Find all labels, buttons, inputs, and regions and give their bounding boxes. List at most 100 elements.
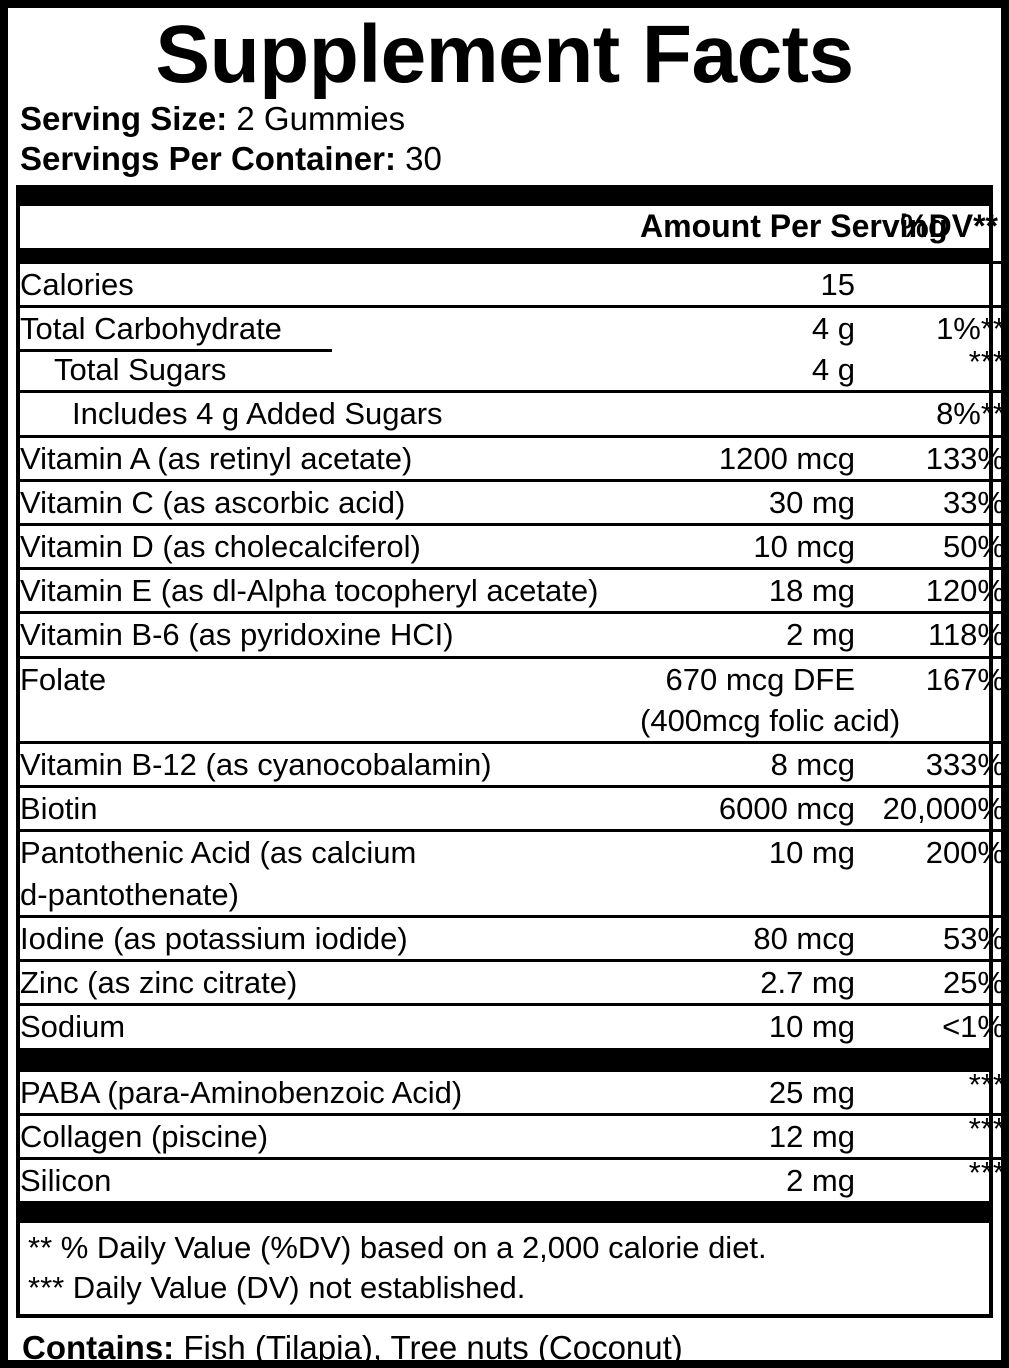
nutrient-name: Total Carbohydrate <box>20 310 282 346</box>
nutrient-daily-value: 50% <box>942 528 1005 564</box>
nutrient-amount: 8 mcg <box>770 747 855 783</box>
header-nutrient <box>20 206 640 248</box>
nutrient-amount: 25 mg <box>768 1074 855 1110</box>
nutrient-amount: 10 mg <box>768 1009 855 1045</box>
servings-per-container-line: Servings Per Container: 30 <box>16 139 993 179</box>
footnote: *** Daily Value (DV) not established. <box>28 1269 526 1305</box>
nutrient-daily-value: 118% <box>928 617 1005 653</box>
page-title: Supplement Facts <box>155 9 854 100</box>
nutrient-amount <box>640 392 855 436</box>
nutrient-daily-value: 33% <box>942 484 1005 520</box>
nutrient-name: Calories <box>20 266 134 302</box>
nutrient-daily-value <box>855 262 1001 306</box>
facts-box: Amount Per Serving %DV** Calories 15 Total… <box>16 185 1001 1318</box>
nutrient-daily-value: <1% <box>942 1009 1005 1045</box>
table-row: Vitamin B-12 (as cyanocobalamin) 8 mcg 333… <box>20 742 1005 787</box>
nutrient-daily-value: 333% <box>925 747 1005 783</box>
nutrient-daily-value: *** <box>968 1155 1005 1190</box>
nutrient-daily-value: 120% <box>925 573 1005 609</box>
nutrient-name: Vitamin B-12 (as cyanocobalamin) <box>20 747 492 783</box>
table-row: Zinc (as zinc citrate) 2.7 mg 25% <box>20 960 1005 1005</box>
nutrient-amount: 6000 mcg <box>718 791 855 827</box>
nutrient-daily-value: 8%** <box>936 396 1005 432</box>
nutrient-name: PABA (para-Aminobenzoic Acid) <box>20 1074 463 1110</box>
nutrient-daily-value: 20,000% <box>882 791 1005 827</box>
nutrient-daily-value: *** <box>968 1066 1005 1102</box>
nutrient-daily-value: *** <box>968 344 1005 380</box>
table-row: Includes 4 g Added Sugars 8%** <box>20 391 1005 436</box>
primary-nutrients-body: Calories 15 Total Carbohydrate 4 g 1%** Total… <box>20 262 1005 1048</box>
nutrient-daily-value: *** <box>968 1110 1005 1146</box>
nutrient-name: Total Sugars <box>20 349 640 392</box>
nutrient-amount: 15 <box>820 266 855 302</box>
nutrient-daily-value: 1%** <box>936 310 1005 346</box>
nutrient-name: Sodium <box>20 1009 126 1045</box>
nutrient-name: Vitamin A (as retinyl acetate) <box>20 440 413 476</box>
secondary-nutrients-table: PABA (para-Aminobenzoic Acid) 25 mg *** Col… <box>20 1066 1005 1202</box>
column-header-row: Amount Per Serving %DV** <box>20 206 1001 248</box>
nutrient-amount-line2: (400mcg folic acid) <box>640 702 901 738</box>
nutrient-name: Vitamin C (as ascorbic acid) <box>20 484 406 520</box>
table-row: Calories 15 <box>20 262 1001 306</box>
table-row: Iodine (as potassium iodide) 80 mcg 53% <box>20 916 1005 960</box>
primary-nutrients-table: Calories 15 Total Carbohydrate 4 g 1%** Total… <box>20 261 1005 1048</box>
nutrient-amount: 1200 mcg <box>718 440 855 476</box>
header-amount-per-serving: Amount Per Serving <box>640 208 948 245</box>
footnote-divider-bar <box>20 1201 989 1224</box>
nutrient-amount: 4 g <box>811 310 855 346</box>
nutrient-name: Iodine (as potassium iodide) <box>20 920 408 956</box>
nutrient-amount: 4 g <box>811 352 855 388</box>
table-row: Vitamin D (as cholecalciferol) 10 mcg 50% <box>20 524 1005 568</box>
nutrient-name: Zinc (as zinc citrate) <box>20 965 298 1001</box>
nutrient-name: Silicon <box>20 1163 112 1198</box>
contains-allergen-line: Contains: Fish (Tilapia), Tree nuts (Coc… <box>16 1318 993 1366</box>
nutrient-amount: 670 mcg DFE (400mcg folic acid) <box>640 657 901 742</box>
serving-size-line: Serving Size: 2 Gummies <box>16 99 993 139</box>
nutrient-daily-value: 167% <box>925 661 1005 697</box>
servings-per-container-value: 30 <box>395 139 442 177</box>
nutrient-amount: 30 mg <box>768 484 855 520</box>
table-row: Sodium 10 mg <1% <box>20 1004 1005 1048</box>
nutrient-amount: 2 mg <box>786 617 855 653</box>
table-row: Vitamin A (as retinyl acetate) 1200 mcg 13… <box>20 436 1001 480</box>
secondary-nutrients-body: PABA (para-Aminobenzoic Acid) 25 mg *** Col… <box>20 1066 1005 1202</box>
nutrient-name: Folate <box>20 661 107 697</box>
secondary-group-divider-bar <box>20 1047 989 1072</box>
table-row: Collagen (piscine) 12 mg *** <box>20 1110 1005 1158</box>
nutrient-amount: 18 mg <box>768 573 855 609</box>
nutrient-amount: 2.7 mg <box>760 965 855 1001</box>
nutrient-name: Pantothenic Acid (as calcium d-pantothena… <box>20 831 640 916</box>
nutrient-daily-value: 200% <box>925 835 1005 871</box>
footnotes-block: ** % Daily Value (%DV) based on a 2,000 … <box>20 1223 989 1313</box>
nutrient-amount: 10 mcg <box>753 528 855 564</box>
nutrient-daily-value: 53% <box>942 920 1005 956</box>
table-row: Vitamin C (as ascorbic acid) 30 mg 33% <box>20 480 1005 524</box>
footnote: ** % Daily Value (%DV) based on a 2,000 … <box>28 1230 767 1266</box>
nutrient-name: Includes 4 g Added Sugars <box>72 396 443 432</box>
nutrient-daily-value: 25% <box>942 965 1005 1001</box>
nutrient-amount: 80 mcg <box>753 920 855 956</box>
table-row: Biotin 6000 mcg 20,000% <box>20 786 1005 831</box>
table-row: Vitamin B-6 (as pyridoxine HCI) 2 mg 118% <box>20 612 1005 657</box>
nutrient-amount: 12 mg <box>768 1118 855 1154</box>
facts-table: Amount Per Serving %DV** <box>20 206 1001 248</box>
table-row: PABA (para-Aminobenzoic Acid) 25 mg *** <box>20 1066 1005 1115</box>
nutrient-amount: 2 mg <box>786 1163 855 1198</box>
nutrient-amount: 10 mg <box>768 835 855 871</box>
nutrient-name: Vitamin B-6 (as pyridoxine HCI) <box>20 617 454 653</box>
table-row: Total Carbohydrate 4 g 1%** <box>20 306 1005 349</box>
table-row: Total Sugars 4 g *** <box>20 344 1005 392</box>
header-underline-bar <box>20 247 989 261</box>
serving-size-label: Serving Size: <box>20 99 228 137</box>
table-row: Vitamin E (as dl-Alpha tocopheryl acetat… <box>20 568 1005 613</box>
nutrient-name: Vitamin E (as dl-Alpha tocopheryl acetat… <box>20 573 599 609</box>
nutrient-name: Biotin <box>20 791 98 827</box>
contains-value: Fish (Tilapia), Tree nuts (Coconut) <box>174 1328 683 1366</box>
header-daily-value: %DV** <box>900 208 998 245</box>
table-header-group: Amount Per Serving %DV** <box>20 206 1001 248</box>
label-inner: Supplement Facts Serving Size: 2 Gummies… <box>8 8 1001 1360</box>
contains-label: Contains: <box>22 1328 175 1366</box>
table-row: Pantothenic Acid (as calcium d-pantothena… <box>20 830 1005 916</box>
serving-size-value: 2 Gummies <box>227 99 406 137</box>
